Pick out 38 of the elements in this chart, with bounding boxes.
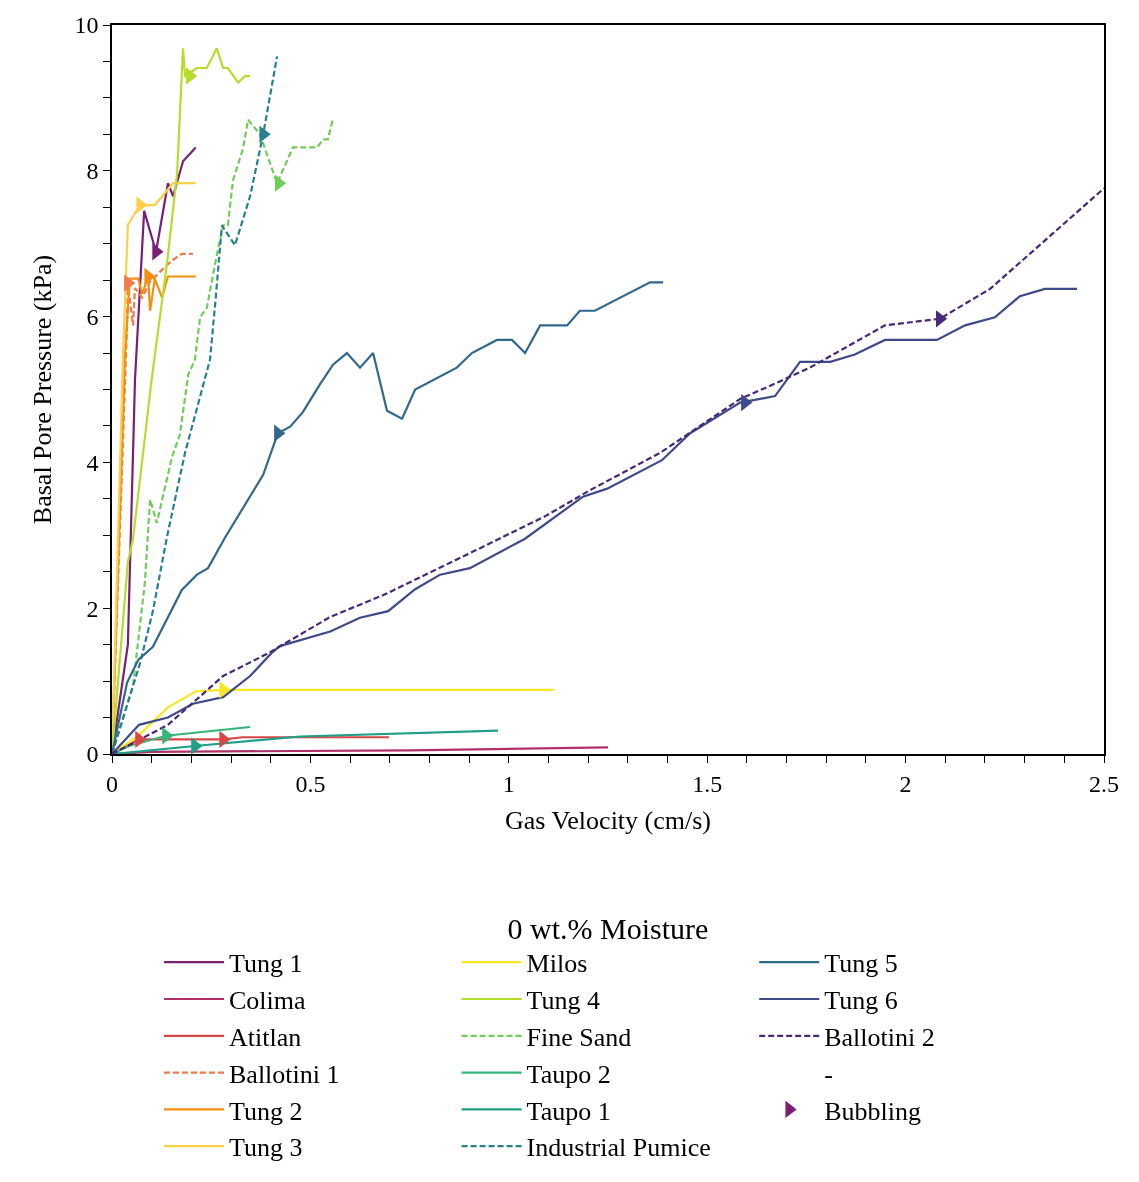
legend-label: Tung 3: [229, 1133, 303, 1163]
x-tick-label: 1.5: [692, 770, 723, 797]
text: -: [824, 1059, 833, 1089]
y-tick-label: 8: [86, 158, 99, 185]
x-tick-label: 1: [502, 770, 515, 797]
x-tick-label: 0.5: [295, 770, 326, 797]
x-axis-title: Gas Velocity (cm/s): [504, 805, 712, 835]
point: [935, 310, 948, 328]
point: [274, 174, 287, 192]
x-tick-label: 0: [106, 770, 118, 797]
x-tick-label: 2.5: [1089, 770, 1119, 797]
y-axis-title: Basal Pore Pressure (kPa): [28, 254, 58, 525]
legend-label: Industrial Pumice: [526, 1133, 711, 1163]
legend-label: Taupo 1: [526, 1096, 611, 1126]
line-series: [112, 187, 1104, 754]
legend-label: Fine Sand: [526, 1022, 632, 1052]
legend-label: Ballotini 1: [229, 1059, 340, 1089]
x-tick-label: 2: [899, 770, 912, 797]
legend-label: Tung 5: [824, 949, 898, 979]
legend-label: Bubbling: [824, 1096, 921, 1126]
legend-label: Atitlan: [229, 1022, 302, 1052]
line-series: [112, 729, 500, 754]
legend-label: Tung 1: [229, 949, 303, 979]
legend-title: 0 wt.% Moisture: [507, 911, 709, 945]
line-series: [112, 287, 1079, 754]
legend-label: Ballotini 2: [824, 1022, 935, 1052]
y-tick-label: 2: [86, 595, 99, 622]
y-tick-label: 6: [86, 304, 99, 330]
legend-label: Milos: [526, 949, 588, 979]
y-tick-label: 4: [86, 449, 99, 476]
legend-label: Colima: [229, 986, 307, 1016]
legend-label: Tung 4: [526, 986, 601, 1016]
y-tick-label: 0: [86, 741, 99, 768]
legend-label: Tung 6: [824, 986, 898, 1016]
legend-label: Taupo 2: [526, 1059, 611, 1089]
line-series: [112, 281, 665, 754]
y-tick-label: 10: [74, 12, 99, 39]
legend-label: Tung 2: [229, 1096, 303, 1126]
